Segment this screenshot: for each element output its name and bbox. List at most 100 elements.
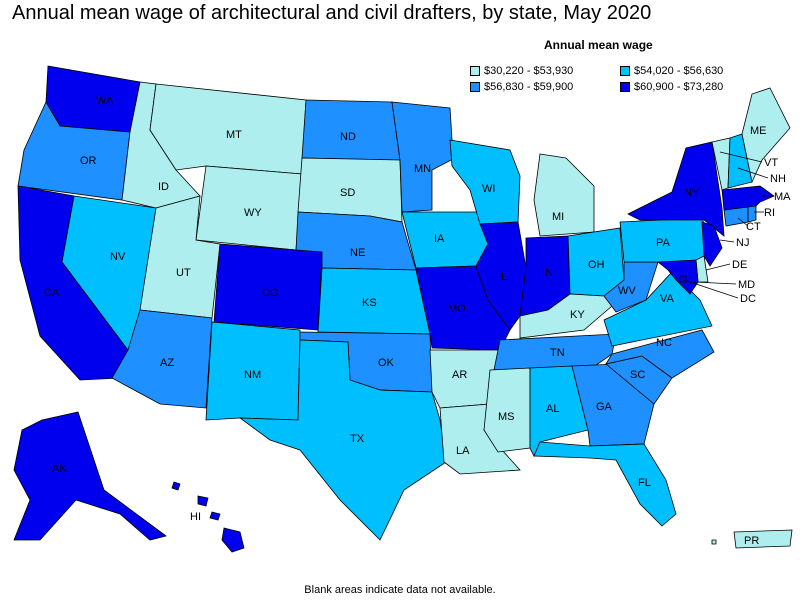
leader-dc [683,279,739,299]
label-pr: PR [744,535,759,547]
state-fl[interactable] [533,441,677,527]
leader-nh [737,167,769,179]
state-nj[interactable] [701,221,723,267]
label-nh: NH [770,173,786,185]
label-nm: NM [244,369,261,381]
state-ma[interactable] [721,185,775,211]
state-ri[interactable] [747,205,757,223]
legend-swatch [620,66,630,76]
label-ga: GA [596,401,613,413]
leader-lines [683,151,772,299]
legend-item: $54,020 - $56,630 [620,64,790,78]
label-wy: WY [244,207,262,219]
label-az: AZ [160,357,174,369]
label-ri: RI [764,207,775,219]
label-mo: MO [448,303,466,315]
state-nc[interactable] [605,329,715,379]
legend-title: Annual mean wage [544,38,653,52]
label-la: LA [456,445,470,457]
label-tx: TX [350,433,365,445]
label-ks: KS [362,297,377,309]
label-nv: NV [110,251,126,263]
legend-item: $56,830 - $59,900 [470,80,620,94]
state-hi[interactable] [171,481,245,553]
label-wv: WV [618,285,636,297]
state-dc[interactable] [679,275,687,283]
legend: Annual mean wage $30,220 - $53,930 $54,0… [470,38,790,94]
state-me[interactable] [741,87,791,184]
label-ms: MS [498,411,515,423]
legend-swatch [620,82,630,92]
label-il: IL [498,271,507,283]
label-nd: ND [340,131,356,143]
state-ak[interactable] [13,411,167,541]
legend-label: $56,830 - $59,900 [484,81,574,93]
state-ia[interactable] [401,211,489,269]
leader-ct [737,217,749,227]
legend-label: $54,020 - $56,630 [634,65,724,77]
label-vt: VT [764,157,778,169]
label-co: CO [262,287,279,299]
label-ct: CT [746,221,761,233]
legend-item: $30,220 - $53,930 [470,64,620,78]
legend-swatch [470,82,480,92]
state-wa[interactable] [45,65,141,133]
state-il[interactable] [475,221,527,331]
label-sc: SC [630,369,645,381]
label-tn: TN [550,347,565,359]
state-wi[interactable] [449,139,521,225]
state-tn[interactable] [493,333,617,371]
state-pr-island[interactable] [711,539,717,545]
state-az[interactable] [111,309,213,409]
label-wi: WI [482,183,495,195]
label-or: OR [80,155,97,167]
label-ne: NE [350,247,365,259]
label-ky: KY [570,309,585,321]
label-ok: OK [378,357,395,369]
label-id: ID [158,181,169,193]
label-sd: SD [340,187,355,199]
label-al: AL [546,403,559,415]
label-nc: NC [656,337,672,349]
label-in: IN [542,267,553,279]
label-ut: UT [176,267,191,279]
label-mi: MI [552,211,564,223]
label-hi: HI [190,511,201,523]
label-pa: PA [656,237,671,249]
state-labels: WA OR CA NV ID MT WY UT AZ CO NM ND SD N… [44,95,791,547]
legend-label: $30,220 - $53,930 [484,65,574,77]
label-mt: MT [226,129,242,141]
label-dc: DC [740,293,756,305]
state-pr[interactable] [733,529,793,549]
label-oh: OH [588,259,605,271]
leader-vt [719,151,763,163]
label-wa: WA [96,95,114,107]
state-nd[interactable] [301,99,401,161]
leader-de [705,263,731,271]
label-me: ME [750,125,767,137]
label-de: DE [732,259,747,271]
state-md[interactable] [656,259,699,295]
map-title: Annual mean wage of architectural and ci… [12,2,652,24]
label-ak: AK [52,463,67,475]
state-mn[interactable] [391,101,471,213]
label-ny: NY [684,187,700,199]
state-mi[interactable] [533,153,595,237]
label-ia: IA [434,233,445,245]
legend-item: $60,900 - $73,280 [620,80,790,94]
state-ms[interactable] [483,367,531,453]
label-mn: MN [414,163,431,175]
label-ar: AR [452,369,467,381]
legend-label: $60,900 - $73,280 [634,81,724,93]
legend-swatch [470,66,480,76]
leader-md [693,281,737,285]
state-ny[interactable] [627,141,725,237]
label-fl: FL [638,477,651,489]
label-va: VA [660,293,675,305]
label-ma: MA [774,191,791,203]
state-tx[interactable] [238,339,447,541]
footnote: Blank areas indicate data not available. [304,584,496,596]
label-ca: CA [44,287,60,299]
label-md: MD [738,279,755,291]
